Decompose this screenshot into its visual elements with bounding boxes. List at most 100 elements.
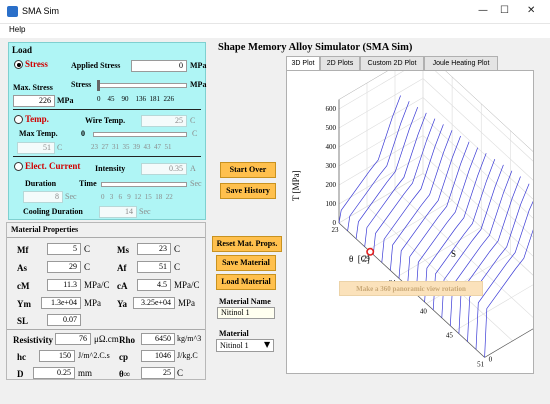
prop-hc-field[interactable]: 150 bbox=[39, 350, 75, 362]
prop-af-field[interactable]: 51 bbox=[137, 261, 171, 273]
prop-cm-unit: MPa/C bbox=[84, 280, 110, 290]
z-tick-label: 0 bbox=[333, 219, 337, 227]
prop-ca-unit: MPa/C bbox=[174, 280, 200, 290]
load-panel: Load Stress Applied Stress 0 MPa Max. St… bbox=[8, 42, 206, 220]
matprops-divider bbox=[7, 237, 205, 238]
prop-af-label: Af bbox=[117, 263, 127, 273]
current-point-marker bbox=[366, 247, 375, 256]
maximize-button[interactable]: ☐ bbox=[500, 5, 509, 16]
prop-as-field[interactable]: 29 bbox=[47, 261, 81, 273]
duration-unit: Sec bbox=[65, 192, 77, 201]
start-over-button[interactable]: Start Over bbox=[220, 162, 276, 178]
prop-cp-unit: J/kg.C bbox=[177, 351, 198, 360]
menu-help[interactable]: Help bbox=[9, 25, 26, 34]
plot-3d-svg: 010020030040050060023293440455100.1 bbox=[326, 71, 533, 368]
menu-bar: Help bbox=[0, 24, 550, 38]
matprops-title: Material Properties bbox=[11, 225, 79, 234]
tab-3d-plot[interactable]: 3D Plot bbox=[286, 56, 320, 71]
surface-curve bbox=[484, 229, 533, 358]
prop-mf-field[interactable]: 5 bbox=[47, 243, 81, 255]
grid-line bbox=[422, 116, 533, 219]
surface-curve bbox=[338, 95, 401, 224]
prop-mf-unit: C bbox=[84, 244, 91, 254]
save-history-button[interactable]: Save History bbox=[220, 183, 276, 199]
window-title: SMA Sim bbox=[22, 6, 60, 16]
app-title: Shape Memory Alloy Simulator (SMA Sim) bbox=[218, 42, 413, 53]
x-tick-label: 45 bbox=[446, 332, 454, 340]
prop-theta-inf-field[interactable]: 25 bbox=[141, 367, 175, 379]
temp-label: Temp. bbox=[25, 114, 49, 124]
panoramic-button[interactable]: Make a 360 panoramic view rotation bbox=[339, 281, 483, 296]
load-material-button[interactable]: Load Material bbox=[216, 274, 276, 290]
prop-ca-field[interactable]: 4.5 bbox=[137, 279, 171, 291]
divider-2 bbox=[13, 156, 201, 157]
prop-resistivity-unit: μΩ.cm bbox=[94, 334, 119, 344]
surface-curve bbox=[372, 118, 436, 255]
intensity-label: Intensity bbox=[95, 164, 126, 173]
grid-line bbox=[422, 154, 533, 257]
material-select-value: Nitinol 1 bbox=[220, 341, 249, 350]
prop-rho-field[interactable]: 6450 bbox=[141, 333, 175, 345]
elect-radio[interactable] bbox=[14, 162, 23, 171]
grid-line bbox=[394, 189, 533, 318]
surface-curve bbox=[458, 176, 521, 334]
prop-ms-field[interactable]: 23 bbox=[137, 243, 171, 255]
applied-stress-field[interactable]: 0 bbox=[131, 60, 187, 72]
stress-slider-unit: MPa bbox=[190, 80, 207, 89]
material-name-field[interactable]: Nitinol 1 bbox=[217, 307, 275, 319]
time-unit: Sec bbox=[190, 179, 202, 188]
prop-resistivity-field[interactable]: 76 bbox=[55, 333, 91, 345]
prop-sl-field[interactable]: 0.07 bbox=[47, 314, 81, 326]
plot-frame bbox=[338, 71, 533, 358]
tab-2d-plots[interactable]: 2D Plots bbox=[320, 56, 360, 70]
y-tick-label: 0 bbox=[489, 355, 493, 363]
duration-field[interactable]: 8 bbox=[23, 191, 63, 203]
elect-label: Elect. Current bbox=[25, 161, 81, 171]
stress-slider-thumb[interactable] bbox=[97, 80, 100, 91]
prop-cp-field[interactable]: 1046 bbox=[141, 350, 175, 362]
stress-slider-label: Stress bbox=[71, 80, 92, 89]
x-tick-label: 29 bbox=[363, 255, 371, 263]
tab-joule-heating-plot[interactable]: Joule Heating Plot bbox=[424, 56, 498, 70]
prop-ms-unit: C bbox=[174, 244, 181, 254]
stress-radio[interactable] bbox=[14, 60, 23, 69]
material-properties-panel: Material Properties Mf 5 C Ms 23 C As 29… bbox=[6, 222, 206, 380]
surface-curve bbox=[407, 141, 470, 287]
prop-ym-field[interactable]: 1.3e+04 bbox=[41, 297, 81, 309]
wire-temp-field[interactable]: 25 bbox=[141, 115, 187, 127]
grid-line bbox=[397, 227, 482, 278]
reset-mat-props-button[interactable]: Reset Mat. Props. bbox=[212, 236, 282, 252]
max-stress-field[interactable]: 226 bbox=[13, 95, 55, 107]
grid-line bbox=[426, 253, 511, 304]
minimize-button[interactable]: — bbox=[478, 5, 488, 16]
z-tick-label: 600 bbox=[326, 105, 337, 113]
prop-hc-label: hc bbox=[17, 352, 26, 362]
temp-slider[interactable] bbox=[93, 132, 187, 137]
surface-curve bbox=[390, 130, 453, 271]
x-axis-label: θ [C] bbox=[349, 254, 370, 264]
cooling-field[interactable]: 14 bbox=[99, 206, 137, 218]
prop-ya-field[interactable]: 3.25e+04 bbox=[133, 297, 175, 309]
prop-d-field[interactable]: 0.25 bbox=[33, 367, 75, 379]
prop-ym-unit: MPa bbox=[84, 298, 102, 308]
close-button[interactable]: ✕ bbox=[527, 5, 536, 16]
temp-radio[interactable] bbox=[14, 115, 23, 124]
save-material-button[interactable]: Save Material bbox=[216, 255, 276, 271]
max-stress-unit: MPa bbox=[57, 96, 74, 105]
prop-ym-label: Ym bbox=[17, 299, 31, 309]
prop-ms-label: Ms bbox=[117, 245, 129, 255]
tab-custom-2d-plot[interactable]: Custom 2D Plot bbox=[360, 56, 424, 70]
z-tick-label: 200 bbox=[326, 181, 337, 189]
prop-cm-field[interactable]: 11.3 bbox=[47, 279, 81, 291]
z-tick-label: 300 bbox=[326, 162, 337, 170]
intensity-field[interactable]: 0.35 bbox=[141, 163, 187, 175]
matprops-divider-2 bbox=[7, 329, 205, 330]
stress-slider[interactable] bbox=[97, 83, 187, 88]
cooling-label: Cooling Duration bbox=[23, 207, 83, 216]
time-slider[interactable] bbox=[101, 182, 187, 187]
max-temp-field[interactable]: 51 bbox=[17, 142, 55, 154]
grid-line bbox=[366, 206, 513, 342]
z-axis-label: T [MPa] bbox=[291, 170, 301, 201]
grid-line bbox=[422, 173, 533, 276]
material-select[interactable]: Nitinol 1 ▼ bbox=[216, 339, 274, 352]
